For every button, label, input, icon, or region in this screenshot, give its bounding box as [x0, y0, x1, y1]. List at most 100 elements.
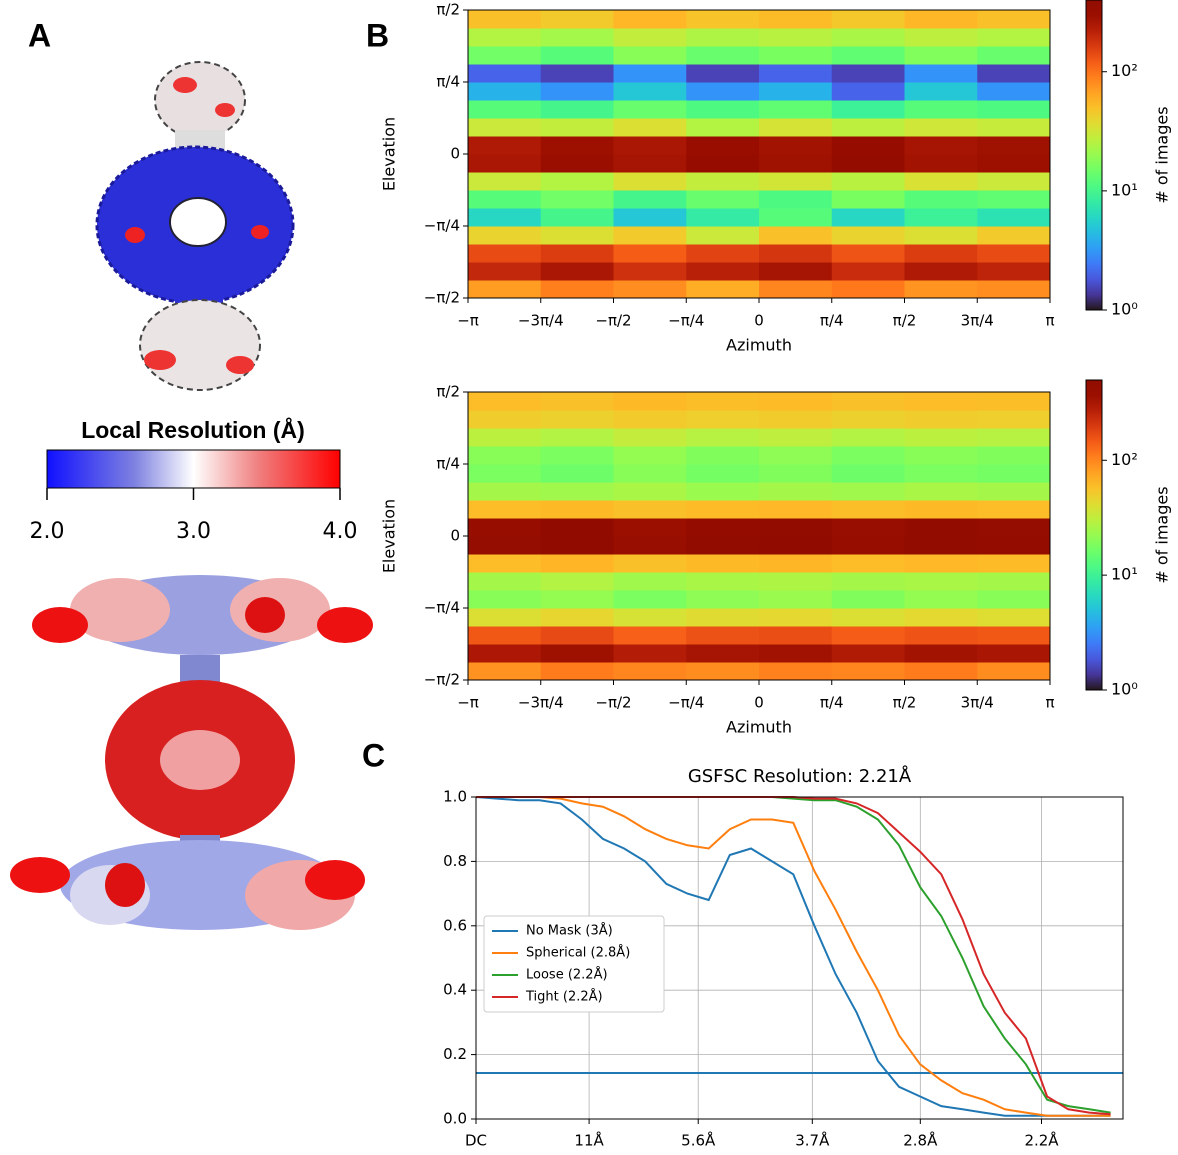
- heat-cell: [759, 243, 833, 263]
- heat-cell: [540, 243, 614, 263]
- y-tick-label: −π/2: [424, 671, 460, 689]
- colorbar-label: # of images: [1153, 106, 1172, 203]
- heat-cell: [759, 392, 833, 411]
- heat-cell: [686, 10, 760, 29]
- heat-cell: [468, 482, 542, 501]
- heat-cell: [831, 118, 905, 137]
- heat-cell: [613, 46, 687, 65]
- heat-cell: [540, 46, 614, 65]
- heat-cell: [686, 661, 760, 681]
- x-tick-label: π/2: [893, 694, 917, 712]
- heat-cell: [904, 64, 978, 83]
- heat-cell: [904, 572, 978, 591]
- heat-cell: [759, 207, 833, 227]
- heat-cell: [686, 64, 760, 83]
- x-tick-label: 2.8Å: [903, 1131, 938, 1150]
- y-tick-label: 0.8: [443, 852, 467, 870]
- heat-cell: [759, 118, 833, 137]
- legend-box: [483, 915, 665, 1013]
- heat-cell: [468, 279, 542, 299]
- heat-cell: [977, 518, 1051, 537]
- heat-cell: [831, 572, 905, 591]
- heat-cell: [613, 553, 687, 573]
- heat-cell: [613, 207, 687, 227]
- heat-cell: [831, 190, 905, 209]
- heat-cell: [540, 428, 614, 447]
- heat-cell: [540, 553, 614, 573]
- heat-cell: [468, 500, 542, 519]
- fsc-curve: [475, 796, 1111, 1117]
- heat-cell: [540, 482, 614, 501]
- heat-cell: [977, 64, 1051, 83]
- heat-cell: [759, 226, 833, 245]
- heat-cell: [759, 46, 833, 65]
- heat-cell: [904, 536, 978, 555]
- heat-cell: [831, 171, 905, 191]
- heat-cell: [686, 446, 760, 465]
- heat-cell: [759, 482, 833, 501]
- x-tick-label: π: [1045, 694, 1054, 712]
- heat-cell: [613, 100, 687, 119]
- heat-cell: [904, 553, 978, 573]
- heat-cell: [977, 243, 1051, 263]
- heat-cell: [613, 82, 687, 101]
- heat-cell: [468, 100, 542, 119]
- heat-cell: [831, 10, 905, 29]
- heat-cell: [831, 625, 905, 645]
- heat-cell: [904, 446, 978, 465]
- heat-cell: [468, 46, 542, 65]
- heat-cell: [831, 410, 905, 429]
- heat-cell: [904, 243, 978, 263]
- heat-cell: [977, 500, 1051, 519]
- tick-label: 3.0: [176, 519, 211, 544]
- heat-cell: [613, 410, 687, 429]
- heat-cell: [977, 482, 1051, 501]
- heat-cell: [613, 446, 687, 465]
- heat-cell: [904, 608, 978, 627]
- heat-cell: [759, 279, 833, 299]
- heat-cell: [613, 482, 687, 501]
- heat-cell: [613, 464, 687, 483]
- heat-cell: [540, 572, 614, 591]
- tick-label: 2.0: [30, 519, 65, 544]
- heat-cell: [613, 572, 687, 591]
- chart-title: GSFSC Resolution: 2.21Å: [688, 765, 912, 787]
- heat-cell: [686, 482, 760, 501]
- heat-cell: [540, 118, 614, 137]
- heat-cell: [759, 136, 833, 155]
- heat-cell: [540, 661, 614, 681]
- heat-cell: [686, 518, 760, 537]
- heat-cell: [977, 661, 1051, 681]
- heat-cell: [468, 661, 542, 681]
- heat-cell: [759, 644, 833, 663]
- colorbar-label: # of images: [1153, 486, 1172, 583]
- legend-label: No Mask (3Å): [526, 923, 613, 939]
- heat-cell: [468, 410, 542, 429]
- heat-cell: [613, 625, 687, 645]
- heat-cell: [759, 625, 833, 645]
- y-tick-label: π/4: [436, 73, 460, 91]
- heat-cell: [686, 589, 760, 609]
- heat-cell: [540, 64, 614, 83]
- heat-cell: [686, 392, 760, 411]
- colorbar: [1085, 0, 1103, 311]
- heat-cell: [686, 464, 760, 483]
- heat-cell: [613, 279, 687, 299]
- heat-cell: [540, 536, 614, 555]
- heat-cell: [831, 82, 905, 101]
- heat-cell: [831, 226, 905, 245]
- heat-cell: [977, 644, 1051, 663]
- heat-cell: [686, 644, 760, 663]
- heat-cell: [831, 136, 905, 155]
- heat-cell: [759, 28, 833, 47]
- heat-cell: [468, 392, 542, 411]
- heat-cell: [831, 589, 905, 609]
- y-tick-label: 0.2: [443, 1045, 467, 1063]
- heat-cell: [831, 64, 905, 83]
- heat-cell: [759, 536, 833, 555]
- heat-cell: [613, 500, 687, 519]
- heat-cell: [977, 100, 1051, 119]
- heat-cell: [759, 464, 833, 483]
- heat-cell: [977, 171, 1051, 191]
- panel-label: C: [362, 737, 385, 773]
